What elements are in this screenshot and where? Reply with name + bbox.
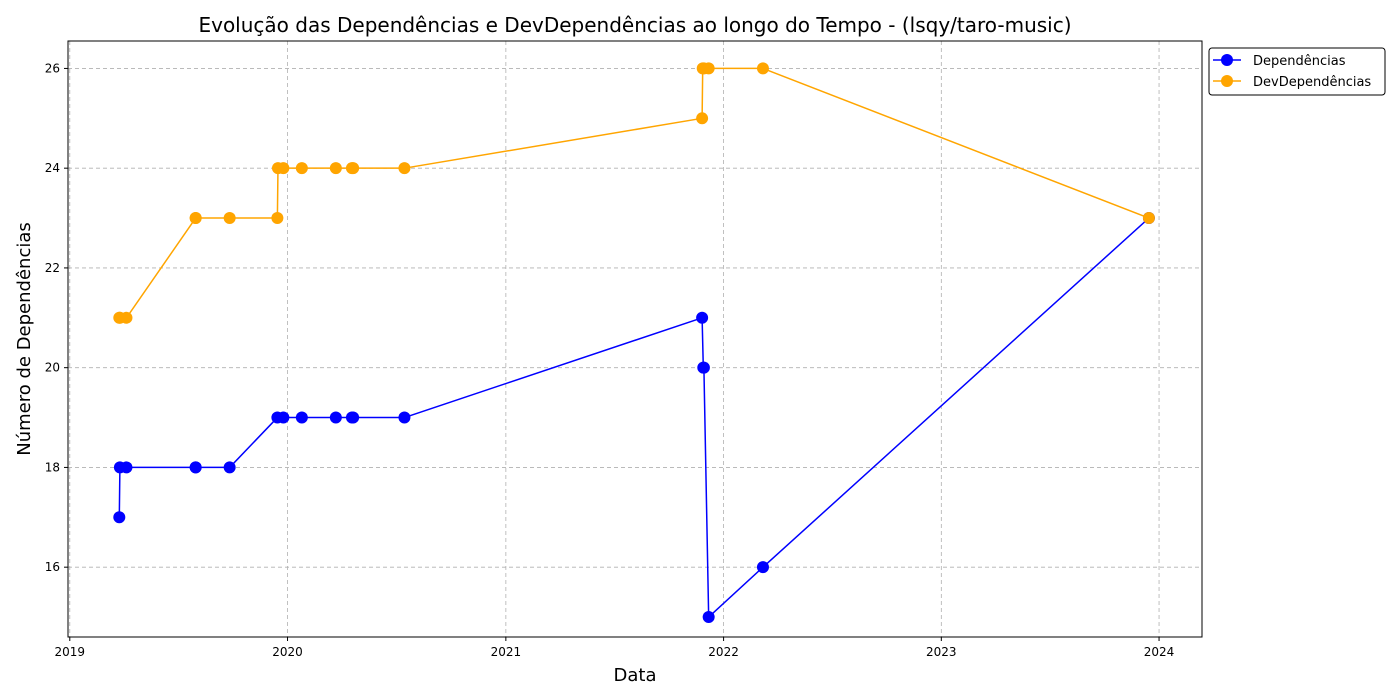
- data-point-devdependencias: [295, 162, 308, 175]
- x-tick-label: 2024: [1144, 645, 1175, 659]
- data-point-devdependencias: [398, 162, 411, 175]
- data-point-devdependencias: [702, 62, 715, 75]
- y-tick-label: 26: [45, 61, 60, 75]
- data-point-devdependencias: [756, 62, 769, 75]
- x-tick-label: 2023: [926, 645, 957, 659]
- legend-box: [1208, 47, 1386, 96]
- data-point-devdependencias: [223, 212, 236, 225]
- y-tick-label: 24: [45, 161, 60, 175]
- data-point-dependencias: [113, 511, 126, 524]
- data-point-dependencias: [189, 461, 202, 474]
- y-tick-label: 16: [45, 560, 60, 574]
- data-point-dependencias: [329, 411, 342, 424]
- data-point-dependencias: [697, 361, 710, 374]
- x-tick-label: 2021: [491, 645, 522, 659]
- series-line-dependencias: [118, 217, 1150, 618]
- data-point-dependencias: [277, 411, 290, 424]
- y-axis-label: Número de Dependências: [14, 222, 35, 456]
- x-tick-label: 2019: [55, 645, 86, 659]
- data-point-dependencias: [398, 411, 411, 424]
- plot-frame: [67, 40, 1203, 638]
- x-tick-label: 2022: [708, 645, 739, 659]
- data-point-dependencias: [295, 411, 308, 424]
- data-point-dependencias: [223, 461, 236, 474]
- data-point-dependencias: [756, 561, 769, 574]
- x-axis-label: Data: [614, 665, 657, 686]
- chart-title: Evolução das Dependências e DevDependênc…: [198, 13, 1071, 37]
- series-dependencias: [113, 212, 1155, 624]
- data-point-devdependencias: [329, 162, 342, 175]
- legend-label-dependencias: Dependências: [1253, 54, 1346, 69]
- legend-swatch-marker-devdependencias: [1221, 75, 1233, 87]
- data-point-dependencias: [696, 311, 709, 324]
- legend: Dependências DevDependências: [1208, 47, 1386, 96]
- data-point-dependencias: [347, 411, 360, 424]
- legend-swatch-marker-dependencias: [1221, 54, 1233, 66]
- data-point-dependencias: [120, 461, 133, 474]
- data-point-devdependencias: [347, 162, 360, 175]
- x-tick-label: 2020: [272, 645, 303, 659]
- legend-label-devdependencias: DevDependências: [1253, 75, 1371, 90]
- data-point-devdependencias: [189, 212, 202, 225]
- series-layer: [113, 62, 1155, 624]
- series-devdependencias: [113, 62, 1155, 324]
- y-tick-label: 20: [45, 361, 60, 375]
- data-point-devdependencias: [277, 162, 290, 175]
- data-point-devdependencias: [120, 311, 133, 324]
- data-point-devdependencias: [1142, 212, 1155, 225]
- series-line-devdependencias: [119, 67, 1150, 319]
- data-point-devdependencias: [271, 212, 284, 225]
- data-point-dependencias: [702, 611, 715, 624]
- grid-lines: [68, 41, 1202, 637]
- y-tick-label: 18: [45, 460, 60, 474]
- y-tick-label: 22: [45, 261, 60, 275]
- data-point-devdependencias: [696, 112, 709, 125]
